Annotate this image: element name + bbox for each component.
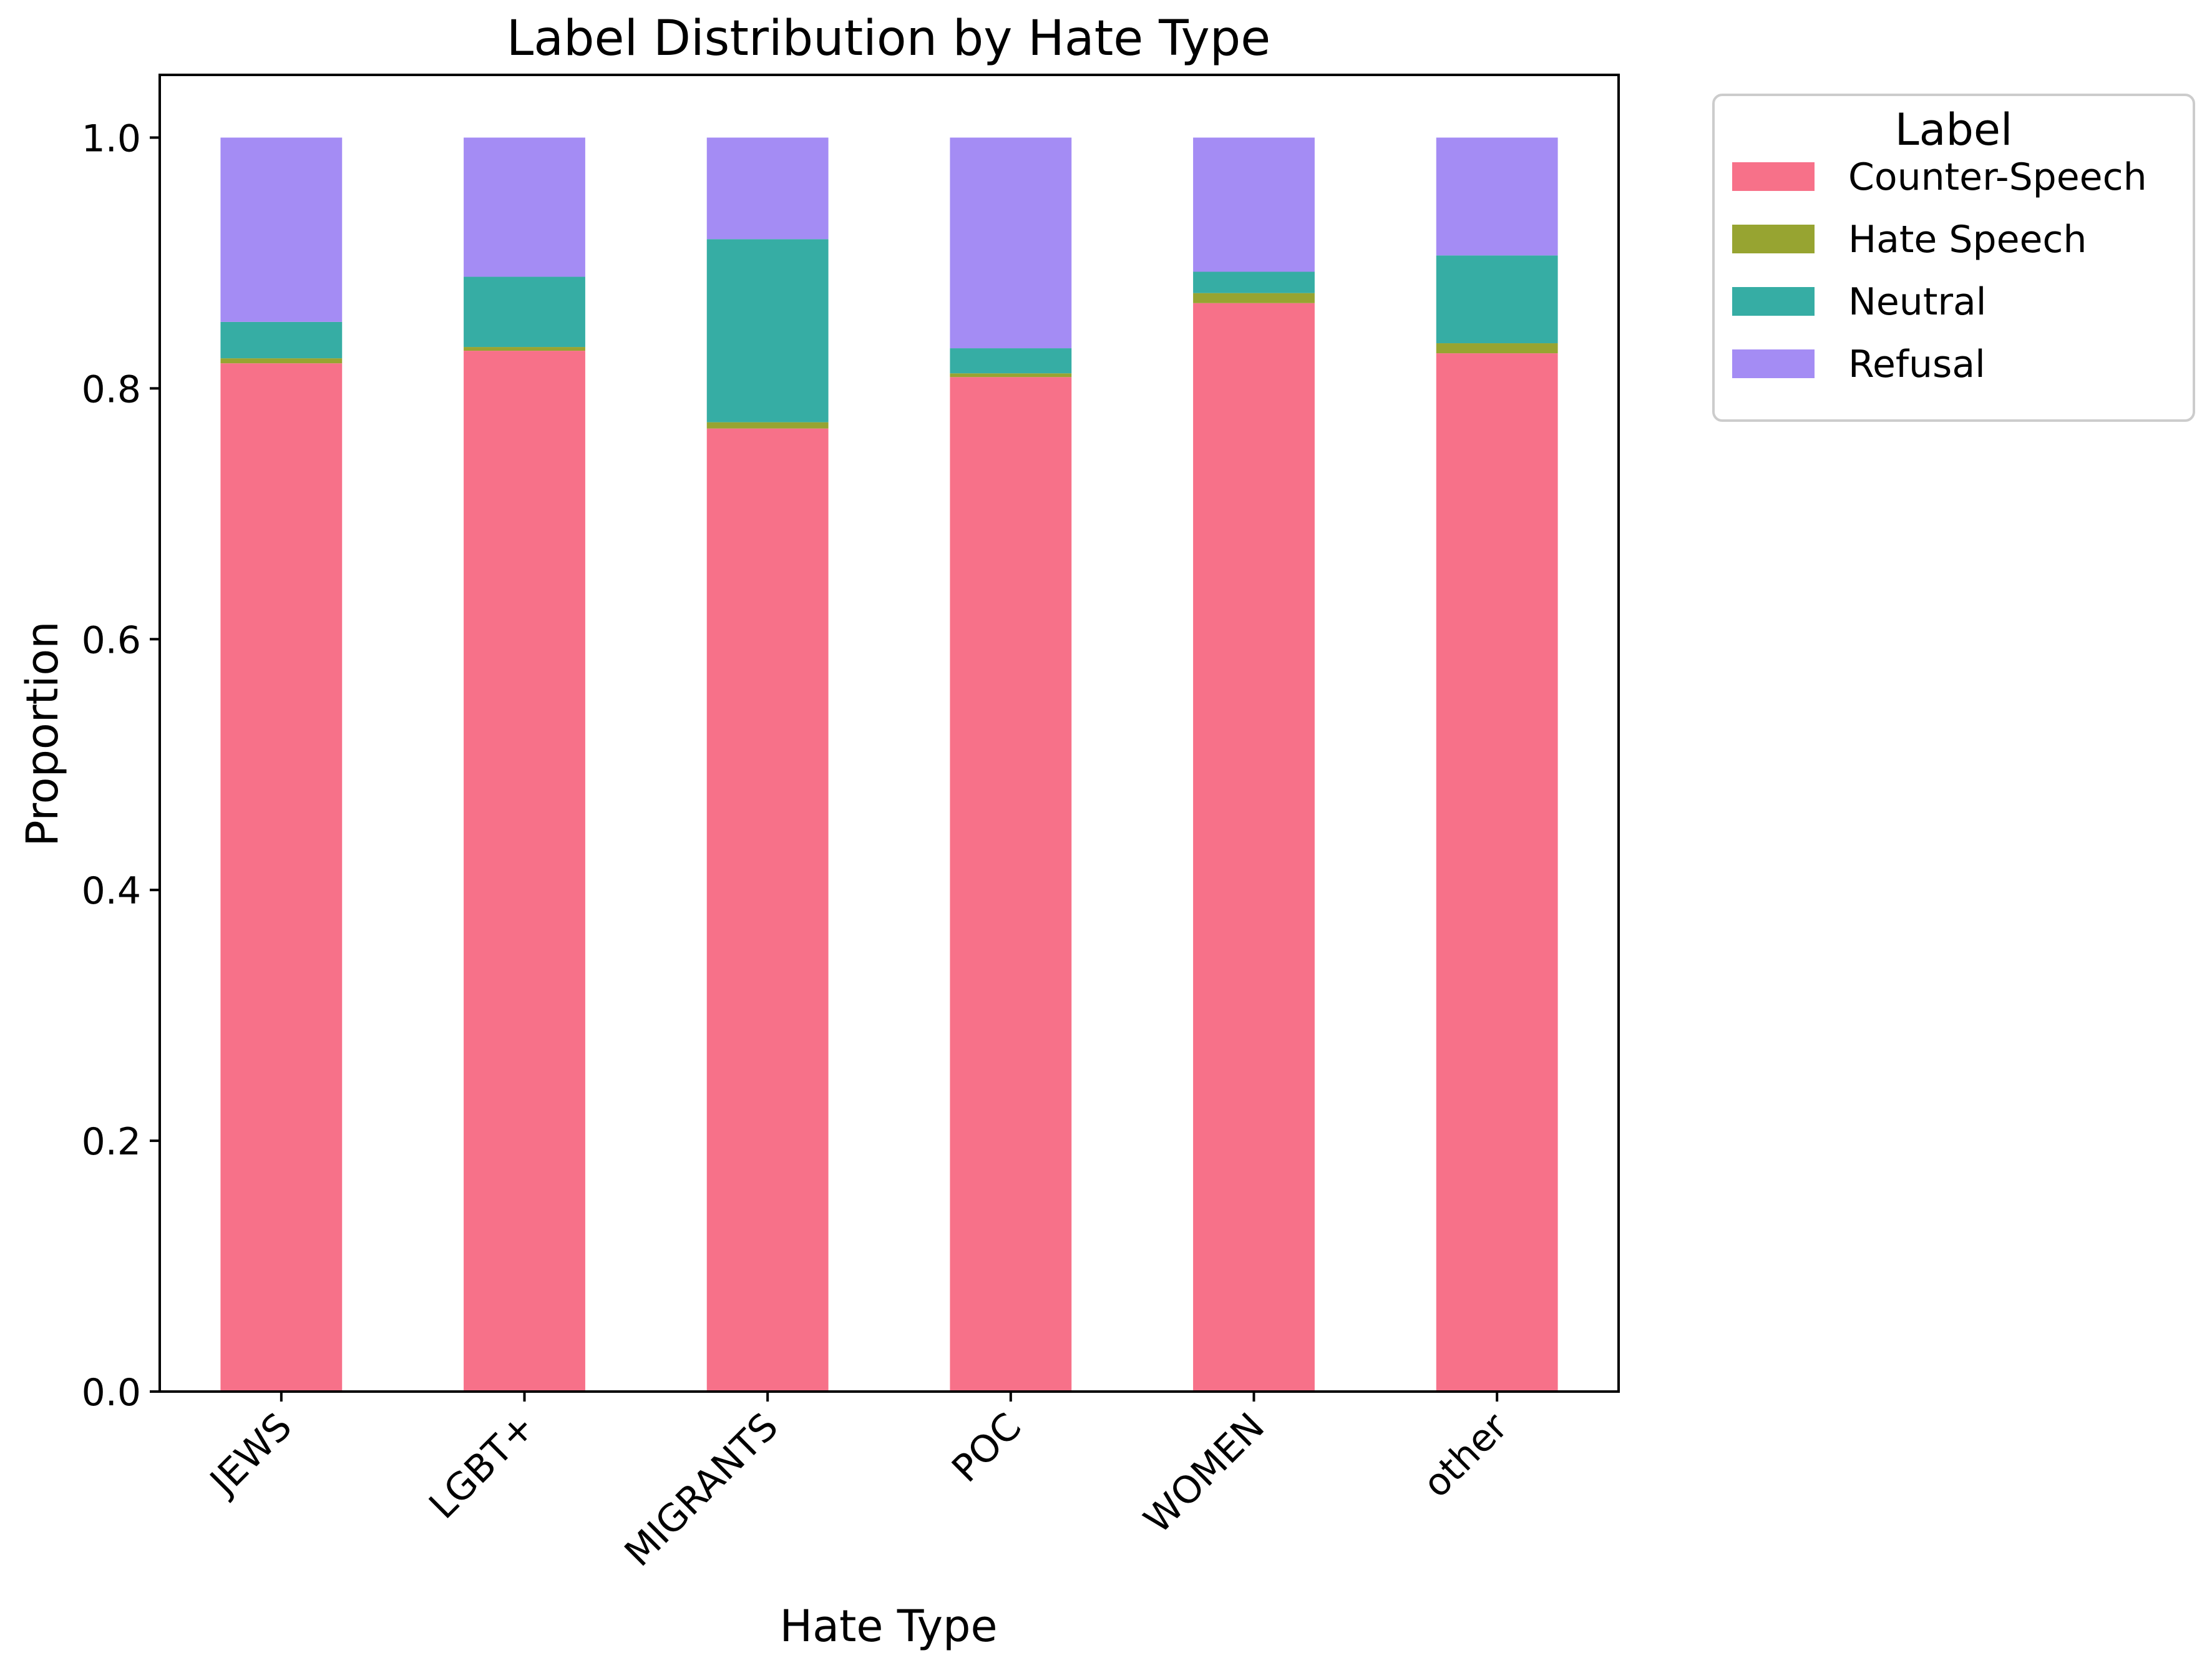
chart-title: Label Distribution by Hate Type bbox=[507, 11, 1271, 67]
x-axis: JEWS LGBT+ MIGRANTS POC WOMEN other bbox=[200, 1392, 1516, 1575]
bar-refusal-4 bbox=[1193, 137, 1315, 272]
bar-refusal-1 bbox=[464, 137, 585, 277]
x-axis-label: Hate Type bbox=[779, 1601, 997, 1652]
bar-hate-speech-1 bbox=[464, 347, 585, 351]
bar-neutral-3 bbox=[950, 348, 1072, 374]
bar-counter-speech-1 bbox=[464, 351, 585, 1392]
bar-counter-speech-2 bbox=[706, 428, 829, 1392]
legend-swatch bbox=[1732, 162, 1815, 191]
legend-box bbox=[1712, 94, 2195, 422]
bar-hate-speech-0 bbox=[220, 358, 343, 364]
bar-refusal-3 bbox=[950, 137, 1072, 349]
x-tick-label: POC bbox=[943, 1405, 1030, 1491]
bar-counter-speech-4 bbox=[1193, 303, 1315, 1392]
bar-refusal-5 bbox=[1436, 137, 1558, 256]
bar-neutral-4 bbox=[1193, 271, 1315, 293]
bar-counter-speech-0 bbox=[220, 363, 343, 1392]
legend-title: Label bbox=[1895, 104, 2013, 155]
bar-neutral-0 bbox=[220, 321, 343, 359]
bar-hate-speech-4 bbox=[1193, 293, 1315, 303]
x-tick-label: other bbox=[1415, 1405, 1516, 1506]
y-tick-label: 0.4 bbox=[82, 869, 141, 913]
bar-hate-speech-5 bbox=[1436, 343, 1558, 354]
y-tick-label: 0.6 bbox=[82, 618, 141, 662]
y-tick-label: 0.0 bbox=[82, 1371, 141, 1415]
legend-label: Refusal bbox=[1848, 343, 1985, 386]
bar-counter-speech-3 bbox=[950, 377, 1072, 1392]
bar-hate-speech-3 bbox=[950, 373, 1072, 378]
y-tick-label: 0.2 bbox=[82, 1120, 141, 1164]
bars-layer bbox=[220, 137, 1558, 1392]
bar-neutral-1 bbox=[464, 276, 585, 348]
bar-neutral-5 bbox=[1436, 255, 1558, 344]
bar-hate-speech-2 bbox=[706, 422, 829, 429]
legend-swatch bbox=[1732, 225, 1815, 253]
bar-neutral-2 bbox=[706, 239, 829, 422]
bar-refusal-0 bbox=[220, 137, 343, 322]
legend-label: Neutral bbox=[1848, 280, 1986, 324]
bar-refusal-2 bbox=[706, 137, 829, 240]
legend-label: Counter-Speech bbox=[1848, 155, 2147, 199]
bar-counter-speech-5 bbox=[1436, 353, 1558, 1392]
y-tick-label: 0.8 bbox=[82, 368, 141, 411]
y-axis-label: Proportion bbox=[17, 621, 68, 846]
legend-swatch bbox=[1732, 287, 1815, 316]
x-tick-label: WOMEN bbox=[1136, 1405, 1273, 1542]
legend-swatch bbox=[1732, 349, 1815, 378]
x-tick-label: LGBT+ bbox=[421, 1405, 544, 1528]
y-axis: 0.0 0.2 0.4 0.6 0.8 1.0 bbox=[82, 117, 160, 1415]
x-tick-label: MIGRANTS bbox=[616, 1405, 787, 1575]
x-tick-label: JEWS bbox=[200, 1405, 301, 1505]
legend-label: Hate Speech bbox=[1848, 218, 2087, 261]
plot-frame bbox=[158, 74, 1620, 1393]
legend: Label Counter-Speech Hate Speech Neutral Re… bbox=[1712, 94, 2195, 422]
y-tick-label: 1.0 bbox=[82, 117, 141, 160]
